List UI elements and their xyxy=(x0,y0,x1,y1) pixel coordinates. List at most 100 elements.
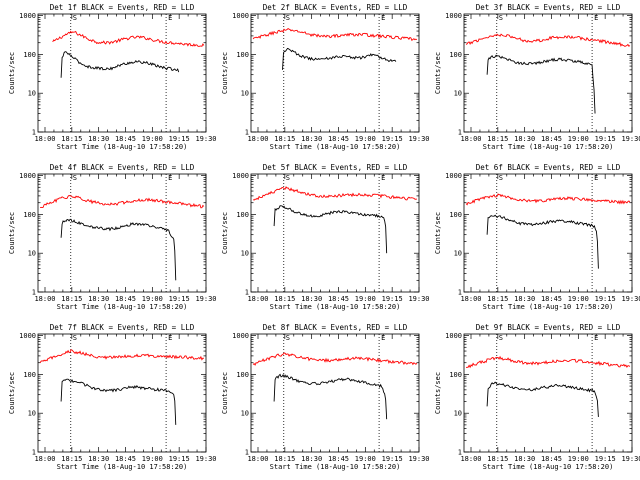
x-tick-label: 19:15 xyxy=(595,455,616,463)
series-line xyxy=(273,373,388,420)
plot-frame xyxy=(463,333,633,453)
x-tick-label: 18:45 xyxy=(328,295,349,303)
y-axis-label: Counts/sec xyxy=(8,52,16,94)
marker-label: E xyxy=(594,174,598,182)
x-tick-label: 19:00 xyxy=(142,295,163,303)
y-tick-label: 10 xyxy=(28,250,36,258)
x-axis-label: Start Time (18-Aug-10 17:58:20) xyxy=(483,143,614,151)
y-tick-label: 10 xyxy=(241,410,249,418)
x-tick-label: 18:45 xyxy=(328,135,349,143)
x-tick-label: 18:00 xyxy=(460,135,481,143)
y-tick-label: 10 xyxy=(454,250,462,258)
y-tick-label: 1 xyxy=(32,129,36,137)
y-tick-label: 1 xyxy=(245,289,249,297)
x-tick-label: 19:00 xyxy=(568,455,589,463)
series-line xyxy=(465,193,631,206)
x-tick-label: 18:15 xyxy=(61,455,82,463)
x-tick-label: 18:30 xyxy=(514,455,535,463)
x-tick-label: 19:00 xyxy=(142,135,163,143)
x-tick-label: 19:15 xyxy=(595,295,616,303)
panel-title: Det 1f BLACK = Events, RED = LLD xyxy=(50,3,195,12)
x-tick-label: 18:00 xyxy=(34,455,55,463)
plot-frame xyxy=(250,13,420,133)
series-line xyxy=(273,205,388,254)
series-line xyxy=(486,214,599,269)
plot-frame xyxy=(37,13,207,133)
x-tick-label: 18:30 xyxy=(514,135,535,143)
x-tick-label: 18:30 xyxy=(514,295,535,303)
x-tick-label: 19:30 xyxy=(408,295,429,303)
x-axis-label: Start Time (18-Aug-10 17:58:20) xyxy=(483,303,614,311)
y-tick-label: 100 xyxy=(236,371,249,379)
x-tick-label: 18:00 xyxy=(247,135,268,143)
y-axis-label: Counts/sec xyxy=(221,372,229,414)
panel-8: Det 8f BLACK = Events, RED = LLD 1 10 100 10… xyxy=(221,323,430,471)
x-tick-label: 18:00 xyxy=(247,295,268,303)
x-tick-label: 18:00 xyxy=(34,295,55,303)
x-tick-label: 18:45 xyxy=(115,135,136,143)
x-tick-label: 19:30 xyxy=(621,455,640,463)
y-tick-label: 1000 xyxy=(232,12,249,20)
x-tick-label: 18:45 xyxy=(541,455,562,463)
y-axis-label: Counts/sec xyxy=(221,212,229,254)
series-line xyxy=(60,51,180,78)
x-tick-label: 18:00 xyxy=(247,455,268,463)
x-tick-label: 19:30 xyxy=(195,295,216,303)
x-tick-label: 18:45 xyxy=(541,295,562,303)
y-axis-label: Counts/sec xyxy=(434,372,442,414)
marker-label: S xyxy=(499,174,503,182)
series-line xyxy=(39,349,204,363)
x-tick-label: 19:15 xyxy=(382,135,403,143)
x-tick-label: 19:15 xyxy=(595,135,616,143)
marker-label: E xyxy=(168,14,172,22)
x-tick-label: 18:15 xyxy=(274,135,295,143)
marker-label: E xyxy=(381,14,385,22)
x-tick-label: 19:00 xyxy=(142,455,163,463)
series-line xyxy=(60,378,177,425)
y-tick-label: 1 xyxy=(32,289,36,297)
series-line xyxy=(252,186,418,201)
marker-label: E xyxy=(381,334,385,342)
x-tick-label: 18:30 xyxy=(88,455,109,463)
x-tick-label: 19:00 xyxy=(355,135,376,143)
panel-3: Det 3f BLACK = Events, RED = LLD 1 10 100 10… xyxy=(434,3,640,151)
series-line xyxy=(52,30,205,47)
panel-title: Det 7f BLACK = Events, RED = LLD xyxy=(50,323,195,332)
x-axis-label: Start Time (18-Aug-10 17:58:20) xyxy=(270,143,401,151)
marker-label: S xyxy=(499,14,503,22)
x-tick-label: 18:15 xyxy=(487,135,508,143)
x-tick-label: 18:45 xyxy=(115,295,136,303)
panel-title: Det 5f BLACK = Events, RED = LLD xyxy=(263,163,408,172)
y-tick-label: 1000 xyxy=(232,332,249,340)
y-tick-label: 1000 xyxy=(19,172,36,180)
x-tick-label: 18:45 xyxy=(541,135,562,143)
x-tick-label: 19:00 xyxy=(568,295,589,303)
marker-label: S xyxy=(499,334,503,342)
y-tick-label: 1000 xyxy=(445,332,462,340)
y-tick-label: 1 xyxy=(458,289,462,297)
y-tick-label: 100 xyxy=(23,211,36,219)
y-tick-label: 100 xyxy=(449,371,462,379)
series-line xyxy=(282,47,397,70)
panel-title: Det 4f BLACK = Events, RED = LLD xyxy=(50,163,195,172)
x-tick-label: 19:30 xyxy=(621,295,640,303)
x-tick-label: 18:45 xyxy=(115,455,136,463)
y-axis-label: Counts/sec xyxy=(434,52,442,94)
y-tick-label: 100 xyxy=(23,51,36,59)
x-tick-label: 19:30 xyxy=(195,135,216,143)
x-tick-label: 19:00 xyxy=(568,135,589,143)
marker-label: E xyxy=(168,174,172,182)
series-line xyxy=(465,33,631,47)
y-tick-label: 1 xyxy=(458,449,462,457)
x-tick-label: 19:15 xyxy=(382,455,403,463)
x-tick-label: 19:00 xyxy=(355,295,376,303)
plot-frame xyxy=(250,333,420,453)
x-tick-label: 18:45 xyxy=(328,455,349,463)
panel-title: Det 9f BLACK = Events, RED = LLD xyxy=(476,323,621,332)
x-tick-label: 19:30 xyxy=(408,135,429,143)
x-axis-label: Start Time (18-Aug-10 17:58:20) xyxy=(57,303,188,311)
plot-frame xyxy=(463,173,633,293)
panel-title: Det 2f BLACK = Events, RED = LLD xyxy=(263,3,408,12)
x-tick-label: 18:15 xyxy=(487,295,508,303)
x-tick-label: 18:30 xyxy=(88,135,109,143)
